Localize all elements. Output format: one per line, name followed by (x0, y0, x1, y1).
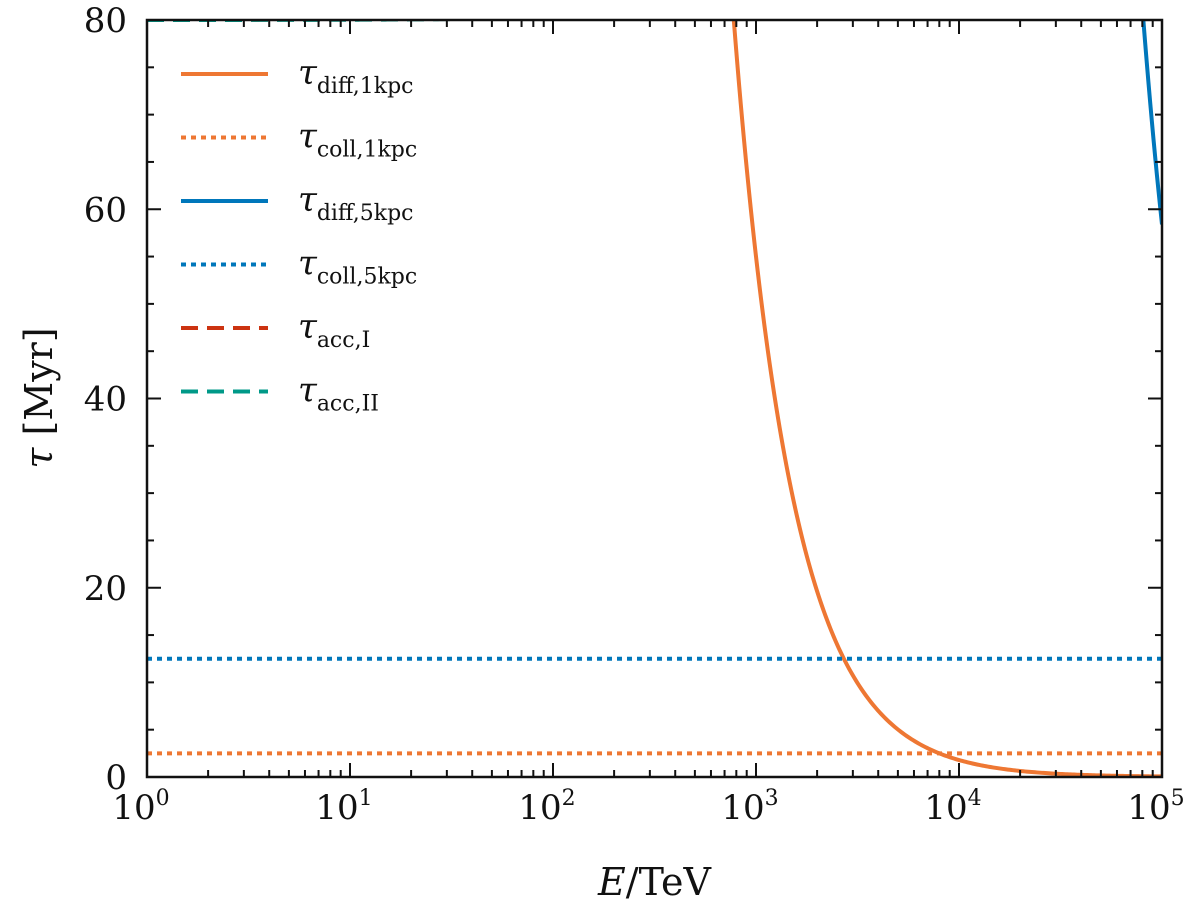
legend-label: τacc,I (298, 307, 370, 353)
y-tick-label: 0 (105, 758, 127, 798)
x-tick-label: 105 (1127, 786, 1184, 828)
y-axis-title: τ [Myr] (17, 327, 61, 468)
y-tick-label: 60 (84, 190, 127, 230)
tick-layer: 100 101 102 103 104 105 0 20 40 60 80 (84, 1, 1185, 828)
legend: τdiff,1kpc τcoll,1kpc τdiff,5kpc τcoll,5kpc… (181, 53, 417, 417)
legend-label: τcoll,1kpc (298, 117, 417, 163)
x-axis-title-symbol: E (597, 860, 626, 904)
y-axis-title-symbol: τ (17, 447, 61, 469)
series-layer (147, 20, 1162, 777)
legend-label: τacc,II (298, 371, 379, 417)
legend-label: τcoll,5kpc (298, 244, 417, 290)
y-tick-label: 80 (84, 1, 127, 41)
x-tick-label: 101 (315, 786, 372, 828)
plot-frame (145, 18, 1164, 779)
y-axis-title-unit: [Myr] (17, 327, 61, 447)
series-line-acc-i (147, 20, 399, 22)
y-tick-label: 40 (84, 380, 127, 420)
x-tick-label: 103 (721, 786, 778, 828)
x-axis-title: E/TeV (597, 860, 711, 904)
x-tick-label: 100 (112, 786, 169, 828)
legend-label: τdiff,1kpc (298, 53, 414, 99)
x-tick-label: 104 (924, 786, 981, 828)
x-tick-label: 102 (518, 786, 575, 828)
series-line-diff-1kpc (731, 20, 1162, 777)
legend-label: τdiff,5kpc (298, 180, 414, 226)
series-line-acc-ii (147, 20, 516, 22)
x-axis-title-unit: /TeV (626, 860, 712, 904)
y-tick-label: 20 (84, 569, 127, 609)
